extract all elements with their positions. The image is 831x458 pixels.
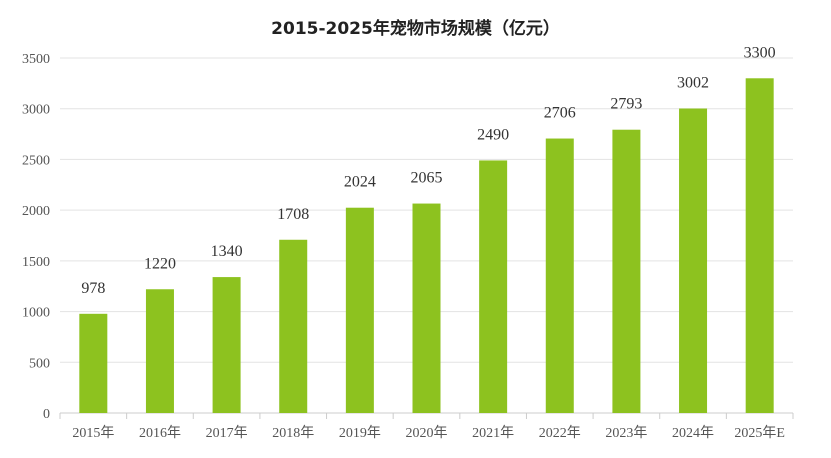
y-tick-label: 0 bbox=[43, 407, 50, 422]
bar-2016年 bbox=[145, 289, 174, 413]
y-tick-label: 3000 bbox=[22, 103, 50, 118]
bar-2020年 bbox=[412, 203, 441, 413]
bar-2015年 bbox=[79, 313, 108, 413]
data-label: 2024 bbox=[344, 174, 376, 191]
bar-2019年 bbox=[345, 207, 374, 413]
bar-2021年 bbox=[479, 160, 508, 413]
y-tick-label: 3500 bbox=[22, 52, 50, 67]
bar-2025年E bbox=[745, 78, 774, 414]
bar-2024年 bbox=[679, 108, 708, 414]
x-tick-label: 2025年E bbox=[734, 425, 785, 441]
y-tick-label: 1500 bbox=[22, 255, 50, 270]
data-label: 1708 bbox=[277, 206, 309, 223]
bar-2022年 bbox=[545, 138, 574, 413]
data-label: 2793 bbox=[610, 96, 642, 113]
x-tick-label: 2023年 bbox=[605, 425, 647, 441]
data-label: 2065 bbox=[411, 170, 443, 187]
x-tick-label: 2018年 bbox=[272, 425, 314, 441]
data-label: 3002 bbox=[677, 75, 709, 92]
chart-title: 2015-2025年宠物市场规模（亿元） bbox=[271, 19, 560, 39]
bar-2023年 bbox=[612, 129, 641, 413]
x-tick-label: 2020年 bbox=[406, 425, 448, 441]
data-label: 1340 bbox=[211, 243, 243, 260]
x-tick-label: 2022年 bbox=[539, 425, 581, 441]
y-tick-label: 1000 bbox=[22, 306, 50, 321]
x-tick-label: 2016年 bbox=[139, 425, 181, 441]
data-label: 2706 bbox=[544, 105, 576, 122]
data-label: 1220 bbox=[144, 255, 176, 272]
x-tick-label: 2017年 bbox=[206, 425, 248, 441]
bar-2017年 bbox=[212, 277, 241, 413]
x-tick-label: 2015年 bbox=[72, 425, 114, 441]
data-label: 3300 bbox=[744, 44, 776, 61]
y-tick-label: 2500 bbox=[22, 153, 50, 168]
x-tick-label: 2021年 bbox=[472, 425, 514, 441]
data-label: 2490 bbox=[477, 126, 509, 143]
data-label: 978 bbox=[81, 280, 105, 297]
bar-2018年 bbox=[279, 239, 308, 413]
y-tick-label: 2000 bbox=[22, 204, 50, 219]
x-tick-label: 2024年 bbox=[672, 425, 714, 441]
x-tick-label: 2019年 bbox=[339, 425, 381, 441]
y-tick-label: 500 bbox=[29, 356, 50, 371]
